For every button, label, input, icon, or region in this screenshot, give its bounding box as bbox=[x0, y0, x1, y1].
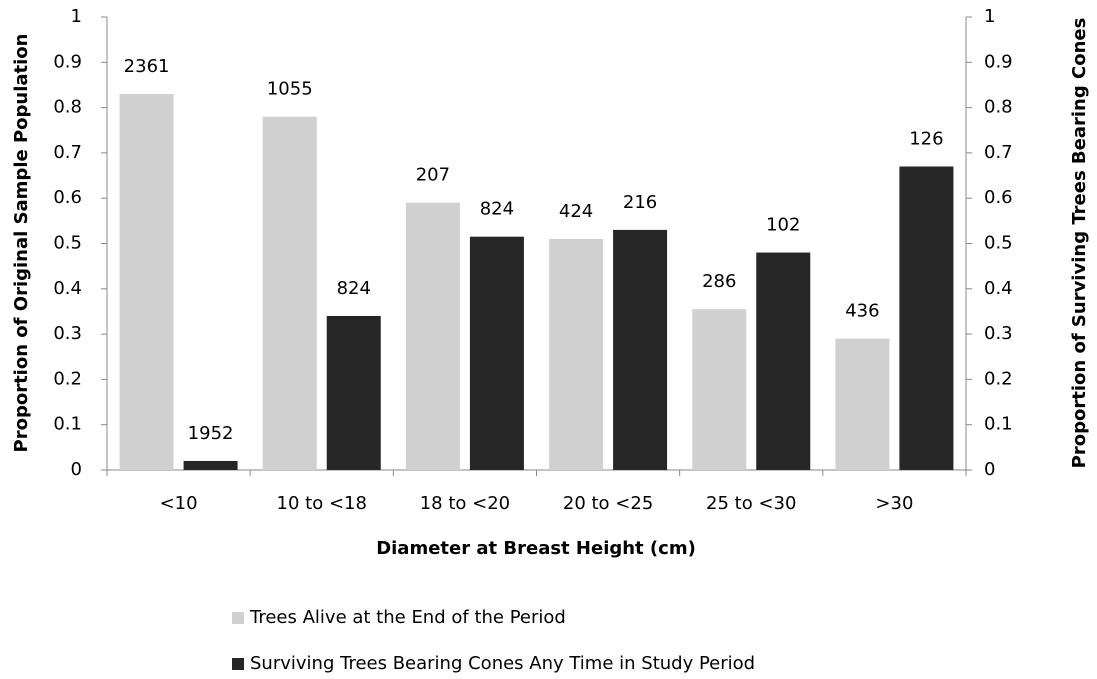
y-tick-label: 0.6 bbox=[53, 187, 82, 208]
bar bbox=[835, 338, 890, 470]
bar bbox=[119, 94, 174, 470]
bar bbox=[469, 236, 524, 470]
y-tick-label: 0.8 bbox=[53, 97, 82, 118]
point-label: 1055 bbox=[267, 79, 313, 100]
y2-tick-label: 0.2 bbox=[984, 368, 1013, 389]
bar bbox=[613, 229, 668, 470]
point-label: 824 bbox=[480, 199, 514, 220]
y-axis-title: Proportion of Original Sample Population bbox=[11, 34, 32, 453]
point-label: 207 bbox=[416, 165, 450, 186]
bar bbox=[756, 252, 811, 470]
y2-tick-label: 0.5 bbox=[984, 233, 1013, 254]
point-label: 424 bbox=[559, 201, 593, 222]
bar bbox=[326, 315, 381, 470]
legend-swatch bbox=[232, 612, 244, 624]
y2-tick-label: 0.7 bbox=[984, 142, 1013, 163]
y-tick-label: 0.2 bbox=[53, 368, 82, 389]
x-tick-label: <10 bbox=[160, 493, 198, 514]
point-label: 286 bbox=[702, 271, 736, 292]
x-tick-label: 20 to <25 bbox=[563, 493, 653, 514]
y2-tick-label: 0.4 bbox=[984, 278, 1013, 299]
y-tick-label: 0.9 bbox=[53, 51, 82, 72]
point-label: 216 bbox=[623, 192, 657, 213]
bar bbox=[183, 460, 238, 470]
bar bbox=[899, 166, 954, 471]
bar bbox=[405, 202, 460, 471]
y2-tick-label: 0.6 bbox=[984, 187, 1013, 208]
point-label: 102 bbox=[766, 215, 800, 236]
y2-tick-label: 1 bbox=[984, 6, 995, 27]
y2-tick-label: 0.9 bbox=[984, 51, 1013, 72]
x-tick-label: >30 bbox=[875, 493, 913, 514]
point-label: 1952 bbox=[188, 423, 234, 444]
bar bbox=[692, 309, 747, 470]
y-tick-label: 0.3 bbox=[53, 323, 82, 344]
legend-swatch bbox=[232, 658, 244, 670]
x-tick-label: 25 to <30 bbox=[706, 493, 796, 514]
y-tick-label: 1 bbox=[71, 6, 82, 27]
bar bbox=[262, 116, 317, 470]
y2-tick-label: 0.8 bbox=[984, 97, 1013, 118]
y-tick-label: 0.1 bbox=[53, 414, 82, 435]
point-label: 126 bbox=[909, 128, 943, 149]
y2-tick-label: 0 bbox=[984, 459, 995, 480]
y-tick-label: 0.7 bbox=[53, 142, 82, 163]
point-label: 2361 bbox=[124, 56, 170, 77]
legend-label: Surviving Trees Bearing Cones Any Time i… bbox=[250, 653, 755, 674]
legend-label: Trees Alive at the End of the Period bbox=[249, 607, 566, 628]
x-axis-title: Diameter at Breast Height (cm) bbox=[376, 538, 696, 559]
x-tick-label: 10 to <18 bbox=[277, 493, 367, 514]
bar bbox=[549, 238, 604, 470]
y-tick-label: 0 bbox=[71, 459, 82, 480]
point-label: 436 bbox=[845, 301, 879, 322]
y2-tick-label: 0.3 bbox=[984, 323, 1013, 344]
x-tick-label: 18 to <20 bbox=[420, 493, 510, 514]
y-tick-label: 0.4 bbox=[53, 278, 82, 299]
y2-tick-label: 0.1 bbox=[984, 414, 1013, 435]
point-label: 824 bbox=[337, 278, 371, 299]
y-tick-label: 0.5 bbox=[53, 233, 82, 254]
y2-axis-title: Proportion of Surviving Trees Bearing Co… bbox=[1069, 18, 1090, 469]
